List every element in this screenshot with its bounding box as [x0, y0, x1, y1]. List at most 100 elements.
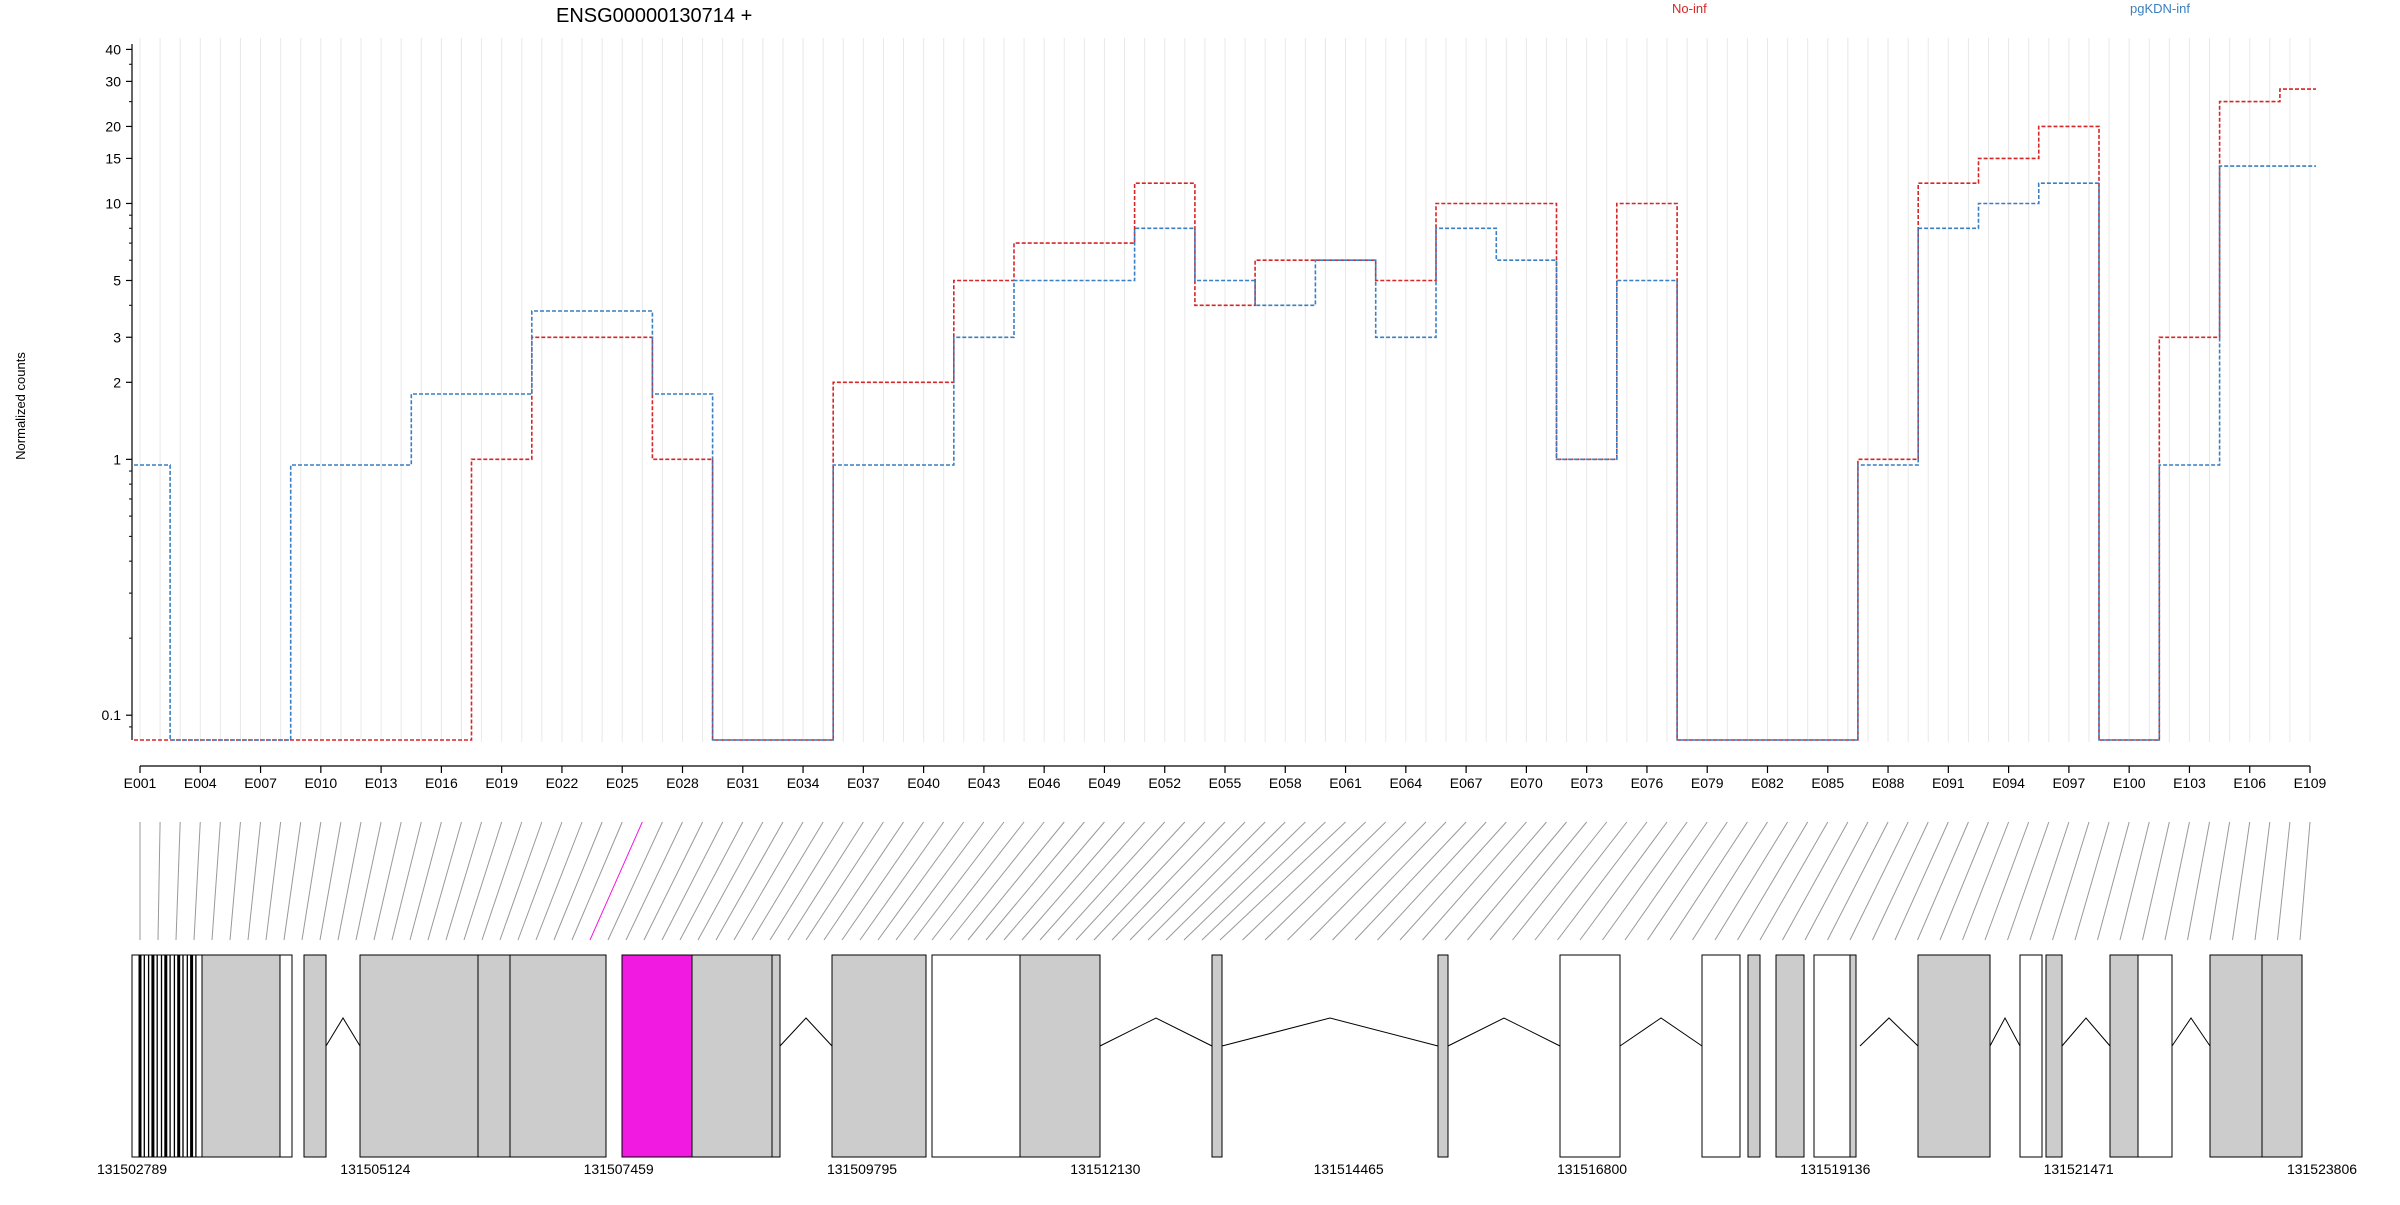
connector-line — [949, 821, 1045, 941]
coordinate-tick-label: 131523806 — [2287, 1161, 2357, 1177]
connector-line — [877, 821, 965, 941]
x-axis: E001 E004 E007 E010 E013 E016 E019 E022 E025 E028… — [124, 765, 2327, 791]
coordinate-tick-label: 131514465 — [1314, 1161, 1384, 1177]
exon-block — [691, 954, 773, 1158]
connector-line — [1467, 821, 1567, 941]
genomic-coordinate-axis: 131502789 131505124 131507459 131509795 1315… — [97, 1161, 2357, 1177]
connector-line — [2232, 821, 2251, 941]
exon-block — [831, 954, 927, 1158]
x-tick-label: E058 — [1269, 775, 1302, 791]
x-tick-label: E025 — [606, 775, 639, 791]
connector-line — [589, 821, 643, 941]
connector-line — [409, 821, 442, 941]
y-tick-label: 2 — [113, 374, 121, 390]
connector-line — [1512, 821, 1608, 941]
intron-line — [1221, 1017, 1439, 1047]
connector-line — [481, 821, 523, 941]
connector-line — [1624, 821, 1708, 941]
connector-line — [1849, 821, 1909, 941]
y-axis: 0.1 1 2 3 5 10 15 20 30 40 — [102, 41, 133, 740]
coordinate-tick-label: 131521471 — [2044, 1161, 2114, 1177]
x-tick-label: E082 — [1751, 775, 1784, 791]
gene-model — [131, 954, 2303, 1158]
connector-line — [1804, 821, 1869, 941]
exon-block — [279, 954, 293, 1158]
x-tick-label: E085 — [1811, 775, 1844, 791]
exon-block — [1917, 954, 1991, 1158]
connector-line — [931, 821, 1025, 941]
connector-line — [625, 821, 683, 941]
y-tick-label: 10 — [105, 195, 121, 211]
connector-line — [1219, 821, 1346, 941]
connector-line — [1332, 821, 1447, 941]
connector-line — [265, 821, 282, 941]
connector-line — [175, 821, 181, 941]
connector-line — [1242, 821, 1366, 941]
x-tick-label: E022 — [546, 775, 579, 791]
connector-line — [895, 821, 985, 941]
connector-line — [535, 821, 583, 941]
connector-line — [643, 821, 704, 941]
x-tick-label: E067 — [1450, 775, 1483, 791]
x-tick-label: E073 — [1570, 775, 1603, 791]
exon-block — [771, 954, 781, 1158]
connector-line — [1579, 821, 1668, 941]
x-tick-label: E070 — [1510, 775, 1543, 791]
coordinate-tick-label: 131507459 — [584, 1161, 654, 1177]
coordinate-tick-label: 131516800 — [1557, 1161, 1627, 1177]
x-tick-label: E010 — [304, 775, 337, 791]
connector-line — [1377, 821, 1487, 941]
connector-line — [841, 821, 925, 941]
connector-line — [391, 821, 422, 941]
connector-line — [1939, 821, 1989, 941]
connector-line — [2097, 821, 2130, 941]
x-tick-label: E103 — [2173, 775, 2206, 791]
y-tick-label: 20 — [105, 118, 121, 134]
exon-block — [477, 954, 511, 1158]
connector-line — [1782, 821, 1849, 941]
connector-line — [1021, 821, 1125, 941]
exon-block — [1019, 954, 1101, 1158]
intron-line — [1447, 1017, 1561, 1047]
x-tick-label: E061 — [1329, 775, 1362, 791]
x-tick-label: E004 — [184, 775, 217, 791]
connector-line — [985, 821, 1085, 941]
exon-block — [303, 954, 327, 1158]
y-axis-label: Normalized counts — [13, 352, 28, 460]
connector-line — [1962, 821, 2010, 941]
connector-line — [2029, 821, 2070, 941]
connector-line — [1309, 821, 1427, 941]
x-tick-label: E049 — [1088, 775, 1121, 791]
exon-block — [2137, 954, 2173, 1158]
exon-block — [2209, 954, 2263, 1158]
exon-block — [1813, 954, 1851, 1158]
connector-line — [1917, 821, 1969, 941]
connector-line — [679, 821, 744, 941]
connector-line — [1647, 821, 1728, 941]
x-tick-label: E064 — [1389, 775, 1422, 791]
connector-line — [1759, 821, 1829, 941]
exon-block — [2019, 954, 2043, 1158]
coordinate-tick-label: 131502789 — [97, 1161, 167, 1177]
connector-line — [1827, 821, 1889, 941]
connector-line — [1354, 821, 1467, 941]
connector-line — [1444, 821, 1547, 941]
exon-block — [1849, 954, 1857, 1158]
connector-line — [337, 821, 362, 941]
connector-line — [499, 821, 543, 941]
connector-line — [1872, 821, 1929, 941]
exon-block — [359, 954, 479, 1158]
connector-line — [229, 821, 241, 941]
x-tick-label: E016 — [425, 775, 458, 791]
x-tick-label: E094 — [1992, 775, 2025, 791]
connector-line — [517, 821, 563, 941]
connector-line — [211, 821, 221, 941]
connector-line — [1737, 821, 1809, 941]
connector-line — [1984, 821, 2030, 941]
series-line-no-inf — [134, 88, 2316, 741]
x-tick-label: E001 — [124, 775, 157, 791]
connector-line — [697, 821, 764, 941]
exon-block — [1701, 954, 1741, 1158]
